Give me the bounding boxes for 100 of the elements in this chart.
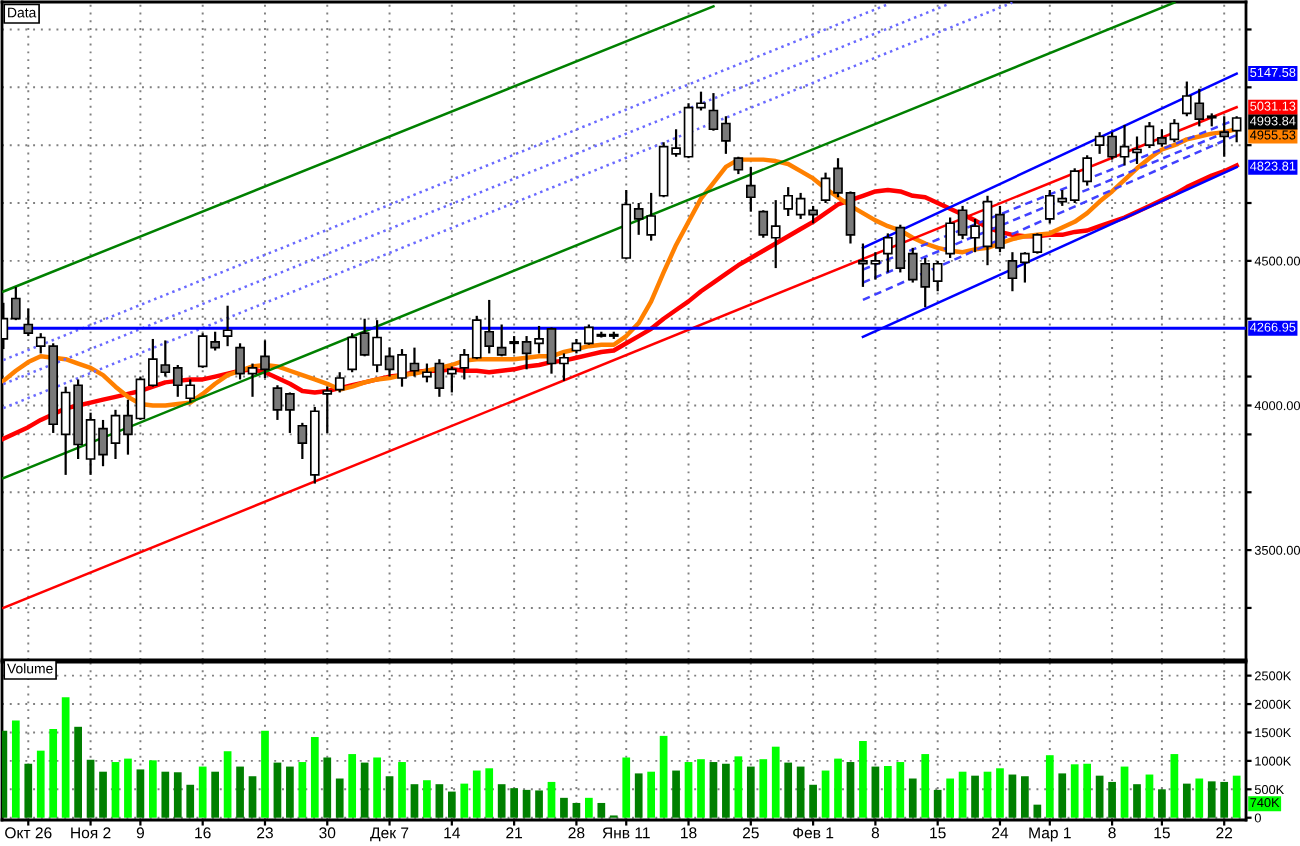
bar (996, 768, 1004, 818)
bar (672, 770, 680, 818)
bar (248, 776, 257, 818)
bar (1033, 804, 1042, 818)
bar (547, 781, 556, 818)
bar (1108, 781, 1116, 818)
bar (124, 758, 132, 818)
bar (323, 757, 332, 818)
bar (647, 771, 656, 818)
bar (86, 759, 95, 818)
bar (460, 783, 469, 818)
bar (1170, 754, 1179, 818)
bar (585, 797, 593, 818)
bar (946, 778, 954, 818)
bar (99, 771, 107, 818)
bar (1021, 776, 1029, 818)
bar (560, 797, 568, 818)
bar (1145, 774, 1154, 818)
bar (572, 802, 581, 818)
bar (298, 762, 307, 818)
bar (908, 778, 917, 818)
bar (1232, 775, 1241, 818)
bar (759, 759, 768, 818)
bar (1083, 763, 1092, 818)
bar (348, 754, 357, 818)
bar (510, 788, 518, 818)
bar (111, 762, 120, 818)
candlestick (334, 371, 345, 394)
bar (173, 772, 182, 818)
bar (360, 762, 369, 818)
bar (447, 791, 456, 818)
bar (24, 763, 33, 818)
bar (49, 729, 58, 818)
bar (485, 768, 494, 818)
bar (796, 766, 805, 818)
bar (435, 784, 444, 818)
bar (236, 766, 244, 818)
bar (1045, 755, 1054, 818)
bar (398, 762, 406, 818)
candlestick (322, 385, 333, 435)
bar (223, 751, 232, 818)
bar (1195, 778, 1204, 818)
bar (684, 762, 693, 818)
bar (1008, 774, 1017, 818)
bar (771, 746, 780, 818)
bar (373, 757, 381, 818)
bar (896, 762, 905, 818)
bar (423, 780, 431, 818)
bar (1070, 764, 1079, 818)
bar (198, 766, 207, 818)
bar (1095, 775, 1104, 818)
bar (286, 766, 294, 818)
bar (273, 762, 282, 818)
bar (211, 771, 220, 818)
bar (535, 790, 543, 818)
bar (522, 789, 531, 818)
bar (1120, 766, 1129, 818)
bar (622, 757, 631, 818)
bar (697, 759, 705, 818)
bar (834, 758, 842, 818)
bar (722, 763, 730, 818)
bar (497, 784, 506, 818)
bar (883, 766, 892, 818)
bar (310, 737, 319, 818)
bar (2, 730, 8, 818)
bar (11, 720, 20, 818)
bar (746, 766, 755, 818)
bar (597, 802, 606, 818)
bar (971, 775, 979, 818)
bar (634, 773, 643, 818)
bar (846, 762, 855, 818)
bar (472, 770, 481, 818)
bar (335, 778, 344, 818)
bar (958, 771, 967, 818)
bar (921, 754, 930, 818)
bar (161, 771, 170, 818)
bar (821, 770, 830, 818)
bar (1182, 783, 1191, 818)
bar (261, 730, 269, 818)
bar (149, 760, 157, 818)
bar (983, 771, 992, 818)
bar (74, 726, 82, 818)
bar (1133, 784, 1141, 818)
bar (784, 762, 793, 818)
bar (136, 769, 145, 818)
bar (734, 756, 743, 818)
bar (709, 762, 718, 818)
bar (1220, 781, 1229, 818)
bar (186, 784, 195, 818)
bar (61, 697, 70, 818)
bar (1158, 789, 1166, 818)
bar (809, 784, 817, 818)
bar (385, 776, 394, 818)
bar (410, 784, 419, 818)
candlestick (1032, 232, 1043, 255)
bar (1058, 773, 1067, 818)
bar (659, 735, 668, 818)
candlestick (496, 323, 507, 358)
bar (36, 750, 45, 818)
bar (933, 789, 942, 818)
